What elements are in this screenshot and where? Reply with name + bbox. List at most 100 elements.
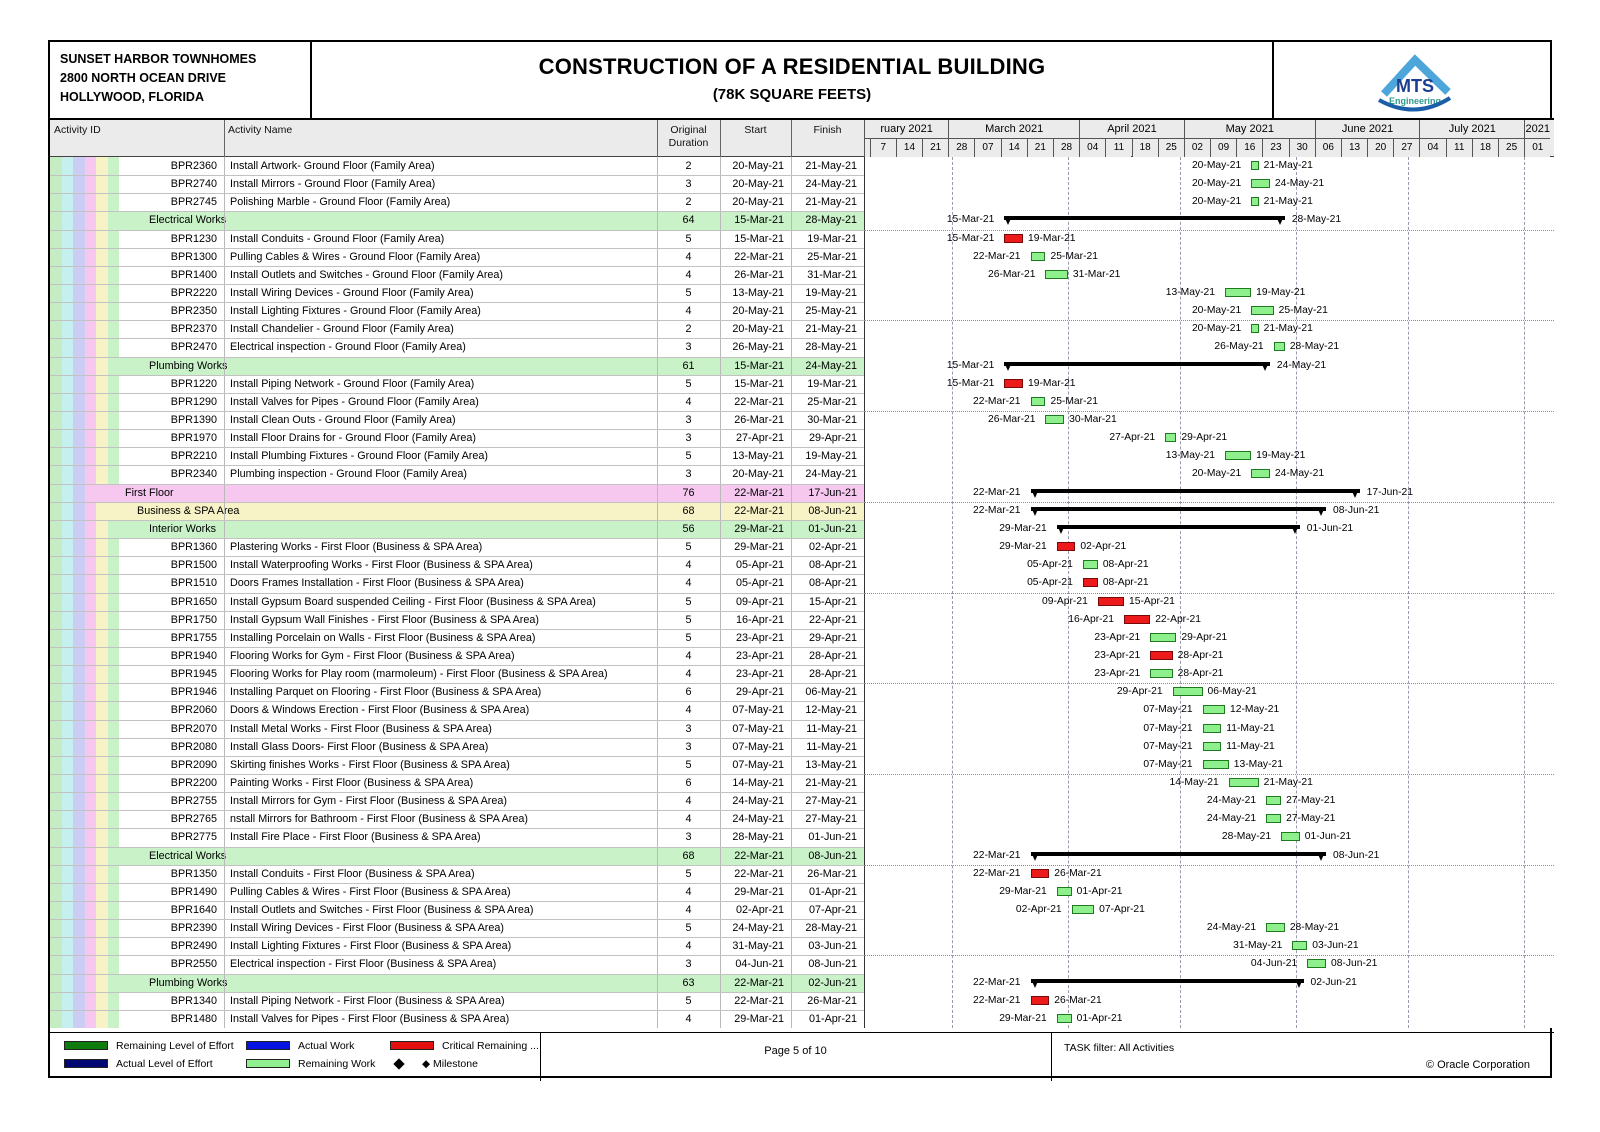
remaining-task-bar[interactable] xyxy=(1082,560,1098,570)
remaining-task-bar[interactable] xyxy=(1045,269,1068,279)
activity-id[interactable]: BPR2550 xyxy=(170,958,217,971)
remaining-task-bar[interactable] xyxy=(1172,687,1203,697)
activity-id[interactable]: BPR2340 xyxy=(170,468,217,481)
activity-id[interactable]: BPR1940 xyxy=(170,649,217,662)
activity-name[interactable]: Install Artwork- Ground Floor (Family Ar… xyxy=(230,160,435,172)
activity-id[interactable]: BPR1945 xyxy=(170,668,217,681)
activity-id[interactable]: BPR1220 xyxy=(170,377,217,390)
activity-id[interactable]: BPR2360 xyxy=(170,160,217,172)
activity-id[interactable]: BPR1300 xyxy=(170,250,217,263)
activity-name[interactable]: Install Gypsum Board suspended Ceiling -… xyxy=(230,595,596,608)
activity-name[interactable]: Install Wiring Devices - First Floor (Bu… xyxy=(230,922,504,935)
remaining-task-bar[interactable] xyxy=(1056,886,1072,896)
remaining-task-bar[interactable] xyxy=(1273,342,1285,352)
activity-id[interactable]: BPR2080 xyxy=(170,740,217,753)
remaining-task-bar[interactable] xyxy=(1071,904,1095,914)
critical-task-bar[interactable] xyxy=(1124,614,1151,624)
remaining-task-bar[interactable] xyxy=(1251,306,1274,316)
activity-id[interactable]: BPR2370 xyxy=(170,323,217,336)
remaining-task-bar[interactable] xyxy=(1030,396,1046,406)
activity-id[interactable]: BPR1750 xyxy=(170,613,217,626)
activity-name[interactable]: Plumbing inspection - Ground Floor (Fami… xyxy=(230,468,468,481)
remaining-task-bar[interactable] xyxy=(1225,288,1252,298)
remaining-task-bar[interactable] xyxy=(1150,632,1177,642)
activity-name[interactable]: Install Glass Doors- First Floor (Busine… xyxy=(230,740,489,753)
remaining-task-bar[interactable] xyxy=(1202,741,1222,751)
remaining-task-bar[interactable] xyxy=(1292,941,1308,951)
activity-name[interactable]: Install Lighting Fixtures - Ground Floor… xyxy=(230,305,481,318)
activity-name[interactable]: Flooring Works for Gym - First Floor (Bu… xyxy=(230,649,515,662)
col-header-start[interactable]: Start xyxy=(744,124,767,136)
activity-id[interactable]: BPR1500 xyxy=(170,559,217,572)
activity-id[interactable]: BPR1640 xyxy=(170,903,217,916)
group-row-name[interactable]: Interior Works xyxy=(149,522,216,535)
activity-name[interactable]: Install Piping Network - Ground Floor (F… xyxy=(230,377,475,390)
remaining-task-bar[interactable] xyxy=(1202,705,1225,715)
activity-name[interactable]: Install Fire Place - First Floor (Busine… xyxy=(230,831,481,844)
remaining-task-bar[interactable] xyxy=(1266,814,1282,824)
summary-bar[interactable] xyxy=(1004,361,1270,366)
remaining-task-bar[interactable] xyxy=(1228,777,1259,787)
activity-id[interactable]: BPR2390 xyxy=(170,922,217,935)
activity-name[interactable]: Doors Frames Installation - First Floor … xyxy=(230,577,524,590)
remaining-task-bar[interactable] xyxy=(1251,324,1259,334)
activity-id[interactable]: BPR2740 xyxy=(170,178,217,191)
remaining-task-bar[interactable] xyxy=(1165,433,1177,443)
activity-id[interactable]: BPR2210 xyxy=(170,450,217,463)
group-row-name[interactable]: Electrical Works xyxy=(149,849,227,862)
activity-name[interactable]: Installing Porcelain on Walls - First Fl… xyxy=(230,631,536,644)
remaining-task-bar[interactable] xyxy=(1056,1013,1072,1023)
group-row-name[interactable]: Business & SPA Area xyxy=(137,504,240,517)
activity-id[interactable]: BPR1946 xyxy=(170,686,217,699)
critical-task-bar[interactable] xyxy=(1030,995,1050,1005)
activity-id[interactable]: BPR1400 xyxy=(170,268,217,281)
group-row-name[interactable]: Plumbing Works xyxy=(149,976,228,989)
activity-name[interactable]: Flooring Works for Play room (marmoleum)… xyxy=(230,668,608,681)
activity-id[interactable]: BPR1970 xyxy=(170,432,217,445)
group-row-name[interactable]: Plumbing Works xyxy=(149,359,228,372)
summary-bar[interactable] xyxy=(1030,978,1304,983)
activity-id[interactable]: BPR1360 xyxy=(170,541,217,554)
col-header-activity-id[interactable]: Activity ID xyxy=(54,124,101,136)
activity-id[interactable]: BPR2470 xyxy=(170,341,217,354)
activity-id[interactable]: BPR1350 xyxy=(170,867,217,880)
activity-id[interactable]: BPR1650 xyxy=(170,595,217,608)
critical-task-bar[interactable] xyxy=(1150,650,1173,660)
critical-task-bar[interactable] xyxy=(1097,596,1124,606)
activity-id[interactable]: BPR1390 xyxy=(170,414,217,427)
activity-name[interactable]: Painting Works - First Floor (Business &… xyxy=(230,776,474,789)
remaining-task-bar[interactable] xyxy=(1251,161,1259,170)
remaining-task-bar[interactable] xyxy=(1266,923,1285,933)
activity-name[interactable]: Install Conduits - First Floor (Business… xyxy=(230,867,475,880)
critical-task-bar[interactable] xyxy=(1004,378,1024,388)
activity-name[interactable]: Install Mirrors - Ground Floor (Family A… xyxy=(230,178,436,191)
critical-task-bar[interactable] xyxy=(1030,868,1050,878)
activity-name[interactable]: Install Lighting Fixtures - First Floor … xyxy=(230,940,512,953)
activity-id[interactable]: BPR2775 xyxy=(170,831,217,844)
activity-name[interactable]: Install Plumbing Fixtures - Ground Floor… xyxy=(230,450,489,463)
activity-name[interactable]: Install Valves for Pipes - First Floor (… xyxy=(230,1012,510,1025)
activity-id[interactable]: BPR1340 xyxy=(170,994,217,1007)
summary-bar[interactable] xyxy=(1056,524,1300,529)
activity-name[interactable]: Install Metal Works - First Floor (Busin… xyxy=(230,722,492,735)
activity-name[interactable]: Install Gypsum Wall Finishes - First Flo… xyxy=(230,613,539,626)
remaining-task-bar[interactable] xyxy=(1225,451,1252,461)
activity-id[interactable]: BPR2765 xyxy=(170,813,217,826)
activity-name[interactable]: Electrical inspection - Ground Floor (Fa… xyxy=(230,341,466,354)
activity-id[interactable]: BPR1510 xyxy=(170,577,217,590)
activity-name[interactable]: Polishing Marble - Ground Floor (Family … xyxy=(230,196,451,209)
activity-id[interactable]: BPR1480 xyxy=(170,1012,217,1025)
critical-task-bar[interactable] xyxy=(1056,542,1076,552)
activity-name[interactable]: Pulling Cables & Wires - Ground Floor (F… xyxy=(230,250,481,263)
remaining-task-bar[interactable] xyxy=(1307,959,1326,969)
activity-id[interactable]: BPR2745 xyxy=(170,196,217,209)
activity-name[interactable]: Install Clean Outs - Ground Floor (Famil… xyxy=(230,414,456,427)
activity-name[interactable]: Install Outlets and Switches - First Flo… xyxy=(230,903,534,916)
summary-bar[interactable] xyxy=(1030,506,1326,511)
activity-id[interactable]: BPR2220 xyxy=(170,287,217,300)
activity-id[interactable]: BPR2070 xyxy=(170,722,217,735)
summary-bar[interactable] xyxy=(1030,851,1326,856)
activity-name[interactable]: Install Chandelier - Ground Floor (Famil… xyxy=(230,323,454,336)
remaining-task-bar[interactable] xyxy=(1150,669,1173,679)
remaining-task-bar[interactable] xyxy=(1251,197,1259,207)
